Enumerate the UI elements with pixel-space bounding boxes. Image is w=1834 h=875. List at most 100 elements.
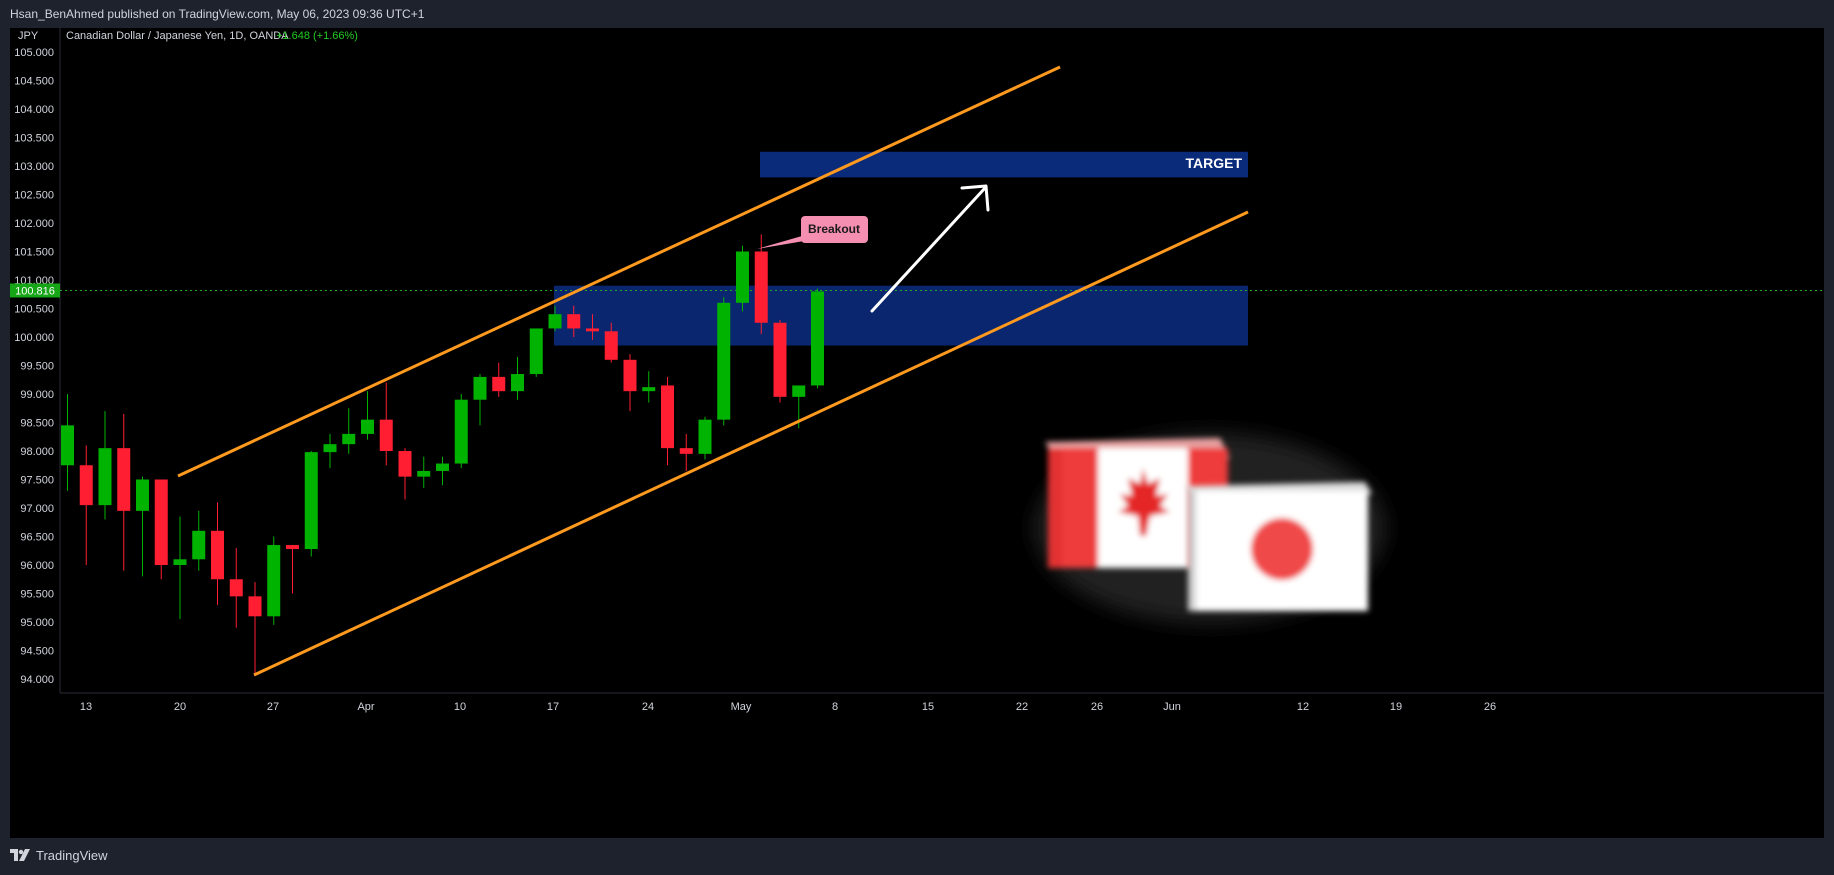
y-tick-label: 96.000 (20, 560, 54, 572)
y-tick-label: 100.000 (14, 332, 54, 344)
candle[interactable] (323, 433, 337, 469)
candle-body (379, 419, 393, 451)
candle[interactable] (267, 536, 281, 625)
candle[interactable] (304, 451, 318, 557)
candle[interactable] (661, 376, 674, 466)
candle-body (773, 322, 787, 397)
candle-body (342, 433, 356, 445)
candle[interactable] (623, 354, 637, 412)
x-tick-label: 22 (1016, 701, 1028, 713)
y-tick-label: 104.000 (14, 104, 54, 116)
breakout-callout[interactable]: Breakout (757, 216, 868, 249)
y-tick-label: 103.000 (14, 161, 54, 173)
candle-body (623, 359, 637, 392)
symbol-title: Canadian Dollar / Japanese Yen, 1D, OAND… (66, 30, 289, 42)
y-tick-label: 99.500 (20, 361, 54, 373)
candle[interactable] (154, 479, 168, 580)
candle[interactable] (379, 382, 393, 466)
candle[interactable] (529, 328, 543, 377)
y-tick-label: 94.500 (20, 646, 54, 658)
y-tick-label: 96.500 (20, 532, 54, 544)
x-tick-label: 20 (174, 701, 186, 713)
candle[interactable] (679, 433, 693, 471)
last-price-label: 100.816 (15, 285, 55, 297)
candle[interactable] (454, 394, 468, 469)
candle-body (792, 385, 806, 397)
y-tick-label: 101.500 (14, 247, 54, 259)
tradingview-brand: TradingView (36, 848, 108, 863)
candle[interactable] (811, 288, 824, 389)
candle[interactable] (754, 234, 768, 335)
candle[interactable] (492, 362, 506, 397)
candle[interactable] (717, 297, 731, 426)
candle-body (173, 559, 187, 565)
y-tick-label: 98.000 (20, 446, 54, 458)
candle[interactable] (417, 456, 431, 489)
candle-body (61, 425, 74, 466)
upper-channel-line[interactable] (177, 65, 1061, 478)
candle[interactable] (548, 305, 562, 332)
x-tick-label: 10 (454, 701, 466, 713)
candle[interactable] (736, 245, 749, 312)
candle-body (154, 479, 168, 565)
lower-channel-line[interactable] (253, 210, 1249, 677)
candle-body (661, 385, 674, 449)
candle[interactable] (286, 545, 299, 594)
y-tick-label: 98.500 (20, 418, 54, 430)
y-tick-label: 102.500 (14, 190, 54, 202)
candle[interactable] (79, 445, 93, 565)
candle[interactable] (773, 319, 787, 403)
breakout-zone[interactable] (554, 285, 1248, 346)
candle[interactable] (192, 510, 206, 571)
candle[interactable] (604, 322, 618, 363)
candle[interactable] (473, 374, 487, 426)
price-chart[interactable]: Breakout TARGET JPY 105.000 104.500 104.000… (10, 28, 1824, 838)
breakout-label: Breakout (808, 222, 860, 236)
candle-body (679, 448, 693, 454)
candle[interactable] (642, 371, 656, 403)
candle-body (454, 399, 468, 464)
target-arrow[interactable] (870, 184, 990, 313)
x-tick-label: May (731, 701, 752, 713)
candle[interactable] (698, 416, 712, 460)
candle[interactable] (61, 394, 74, 491)
candle-body (304, 452, 318, 550)
candle[interactable] (436, 456, 449, 486)
candle[interactable] (342, 408, 356, 454)
candle[interactable] (136, 476, 149, 577)
candle-body (698, 419, 712, 454)
target-label: TARGET (1185, 155, 1242, 171)
candle-body (736, 251, 749, 303)
candle-body (117, 448, 131, 511)
candle-body (136, 479, 149, 511)
candle[interactable] (398, 448, 412, 500)
candle[interactable] (98, 411, 112, 520)
y-tick-label: 102.000 (14, 218, 54, 230)
x-tick-label: 12 (1297, 701, 1309, 713)
tradingview-logo[interactable]: TradingView (10, 848, 108, 863)
x-tick-label: Apr (357, 701, 374, 713)
y-tick-label: 105.000 (14, 47, 54, 59)
candle-body (529, 328, 543, 375)
candle[interactable] (511, 356, 524, 400)
candle-body (323, 444, 337, 453)
candle[interactable] (361, 391, 374, 440)
chart-frame[interactable]: Breakout TARGET JPY 105.000 104.500 104.000… (10, 28, 1824, 838)
candle-body (642, 387, 656, 392)
candle-body (192, 530, 206, 560)
candle[interactable] (117, 413, 131, 571)
candle[interactable] (248, 582, 262, 677)
candle[interactable] (586, 314, 599, 340)
candle[interactable] (173, 516, 187, 620)
candle-body (79, 465, 93, 506)
candle[interactable] (229, 547, 243, 628)
candle-body (211, 530, 224, 580)
x-tick-label: 15 (922, 701, 934, 713)
candle-body (567, 314, 581, 329)
candle-body (473, 376, 487, 400)
candle[interactable] (211, 502, 224, 605)
y-tick-label: 104.500 (14, 76, 54, 88)
target-zone[interactable] (760, 151, 1248, 178)
candle[interactable] (567, 305, 581, 337)
publisher-bar: Hsan_BenAhmed published on TradingView.c… (0, 0, 1834, 28)
